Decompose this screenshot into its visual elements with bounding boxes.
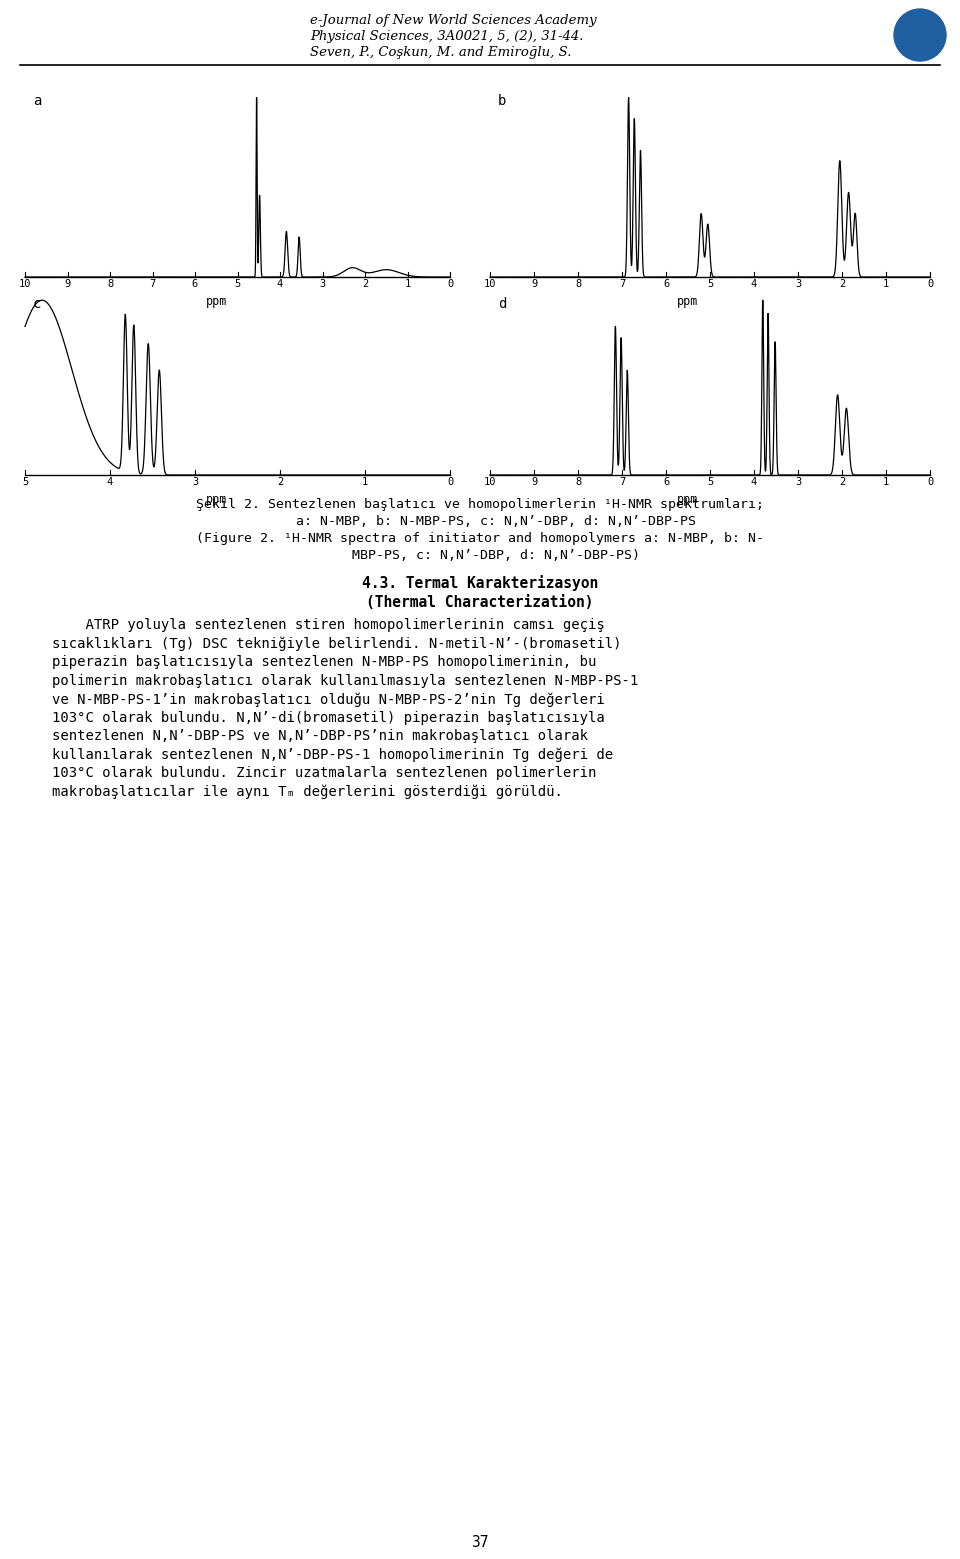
Text: 6: 6 [662,279,669,288]
Text: kullanılarak sentezlenen N,N’-DBP-PS-1 homopolimerinin Tg değeri de: kullanılarak sentezlenen N,N’-DBP-PS-1 h… [52,747,613,762]
Text: ppm: ppm [678,493,699,507]
Text: 10: 10 [484,279,496,288]
Text: sıcaklıkları (Tg) DSC tekniğiyle belirlendi. N-metil-N’-(bromasetil): sıcaklıkları (Tg) DSC tekniğiyle belirle… [52,636,621,652]
Text: (Figure 2. ¹H-NMR spectra of initiator and homopolymers a: N-MBP, b: N-: (Figure 2. ¹H-NMR spectra of initiator a… [196,532,764,546]
Text: 37: 37 [471,1536,489,1550]
Text: 1: 1 [883,477,889,486]
Text: 0: 0 [926,477,933,486]
Text: 5: 5 [707,279,713,288]
Text: c: c [33,298,41,310]
Text: 3: 3 [192,477,198,486]
Text: 6: 6 [662,477,669,486]
Text: 9: 9 [531,477,538,486]
Text: ppm: ppm [205,295,227,309]
Text: (Thermal Characterization): (Thermal Characterization) [367,596,593,610]
Text: 2: 2 [839,477,845,486]
Text: 5: 5 [22,477,28,486]
Text: 4: 4 [276,279,283,288]
Text: a: a [33,94,41,108]
Text: 3: 3 [320,279,325,288]
Text: 4: 4 [751,279,757,288]
Text: ATRP yoluyla sentezlenen stiren homopolimerlerinin camsı geçiş: ATRP yoluyla sentezlenen stiren homopoli… [52,617,605,631]
Text: 8: 8 [107,279,113,288]
Text: piperazin başlatıcısıyla sentezlenen N-MBP-PS homopolimerinin, bu: piperazin başlatıcısıyla sentezlenen N-M… [52,655,596,669]
Text: MBP-PS, c: N,N’-DBP, d: N,N’-DBP-PS): MBP-PS, c: N,N’-DBP, d: N,N’-DBP-PS) [320,549,640,561]
Text: Seven, P., Coşkun, M. and Emiroğlu, S.: Seven, P., Coşkun, M. and Emiroğlu, S. [310,47,571,59]
Text: 4: 4 [751,477,757,486]
Text: 103°C olarak bulundu. N,N’-di(bromasetil) piperazin başlatıcısıyla: 103°C olarak bulundu. N,N’-di(bromasetil… [52,711,605,725]
Text: 0: 0 [446,279,453,288]
Text: 3: 3 [795,477,802,486]
Text: 2: 2 [276,477,283,486]
Text: a: N-MBP, b: N-MBP-PS, c: N,N’-DBP, d: N,N’-DBP-PS: a: N-MBP, b: N-MBP-PS, c: N,N’-DBP, d: N… [264,514,696,529]
Text: b: b [498,94,506,108]
Text: 1: 1 [362,477,368,486]
Text: 9: 9 [64,279,71,288]
Text: 7: 7 [150,279,156,288]
Text: Şekil 2. Sentezlenen başlatıcı ve homopolimerlerin ¹H-NMR spektrumları;: Şekil 2. Sentezlenen başlatıcı ve homopo… [196,497,764,511]
Text: 7: 7 [619,477,625,486]
Text: ppm: ppm [678,295,699,309]
Text: 2: 2 [839,279,845,288]
Text: 8: 8 [575,279,581,288]
Text: polimerin makrobaşlatıcı olarak kullanılmasıyla sentezlenen N-MBP-PS-1: polimerin makrobaşlatıcı olarak kullanıl… [52,673,638,688]
Text: makrobaşlatıcılar ile aynı Tₘ değerlerini gösterdiği görüldü.: makrobaşlatıcılar ile aynı Tₘ değerlerin… [52,784,563,800]
Text: 103°C olarak bulundu. Zincir uzatmalarla sentezlenen polimerlerin: 103°C olarak bulundu. Zincir uzatmalarla… [52,765,596,780]
Text: 4: 4 [107,477,113,486]
Text: 1: 1 [883,279,889,288]
Text: 7: 7 [619,279,625,288]
Text: ve N-MBP-PS-1’in makrobaşlatıcı olduğu N-MBP-PS-2’nin Tg değerleri: ve N-MBP-PS-1’in makrobaşlatıcı olduğu N… [52,692,605,706]
Text: d: d [498,298,506,310]
Text: 8: 8 [575,477,581,486]
Text: NWSA: NWSA [905,22,934,31]
Text: 1: 1 [404,279,411,288]
Text: Physical Sciences, 3A0021, 5, (2), 31-44.: Physical Sciences, 3A0021, 5, (2), 31-44… [310,30,584,44]
Text: 5: 5 [707,477,713,486]
Text: sentezlenen N,N’-DBP-PS ve N,N’-DBP-PS’nin makrobaşlatıcı olarak: sentezlenen N,N’-DBP-PS ve N,N’-DBP-PS’n… [52,730,588,744]
Text: 9: 9 [531,279,538,288]
Circle shape [894,9,946,61]
Text: 0: 0 [446,477,453,486]
Text: 4.3. Termal Karakterizasyon: 4.3. Termal Karakterizasyon [362,575,598,591]
Text: e-Journal of New World Sciences Academy: e-Journal of New World Sciences Academy [310,14,596,27]
Text: 6: 6 [192,279,198,288]
Text: 0: 0 [926,279,933,288]
Text: 10: 10 [484,477,496,486]
Text: 3: 3 [795,279,802,288]
Text: ppm: ppm [205,493,227,507]
Text: 10: 10 [19,279,32,288]
Text: 2: 2 [362,279,368,288]
Text: 5: 5 [234,279,241,288]
